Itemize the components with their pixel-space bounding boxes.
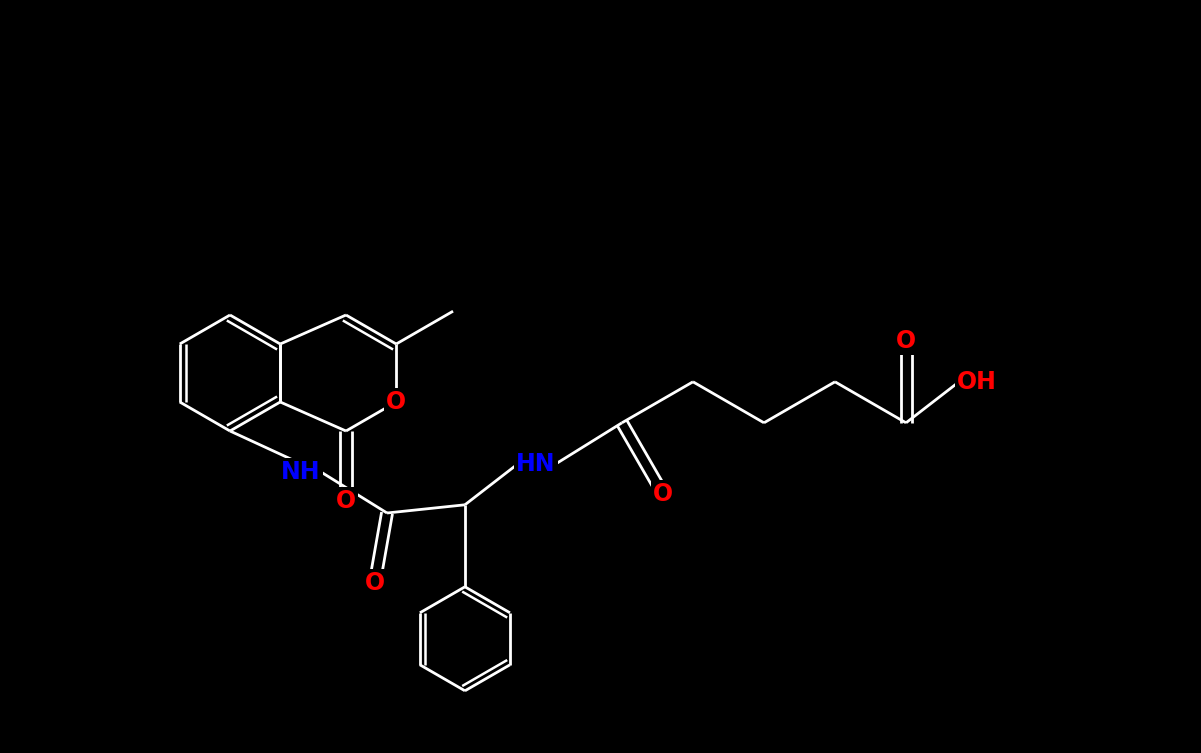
Text: O: O [653, 482, 673, 506]
Text: O: O [365, 571, 384, 595]
Text: O: O [896, 329, 916, 353]
Text: O: O [336, 489, 355, 513]
Text: O: O [387, 390, 406, 414]
Text: OH: OH [957, 370, 997, 394]
Text: NH: NH [281, 460, 321, 484]
Text: HN: HN [516, 452, 556, 476]
